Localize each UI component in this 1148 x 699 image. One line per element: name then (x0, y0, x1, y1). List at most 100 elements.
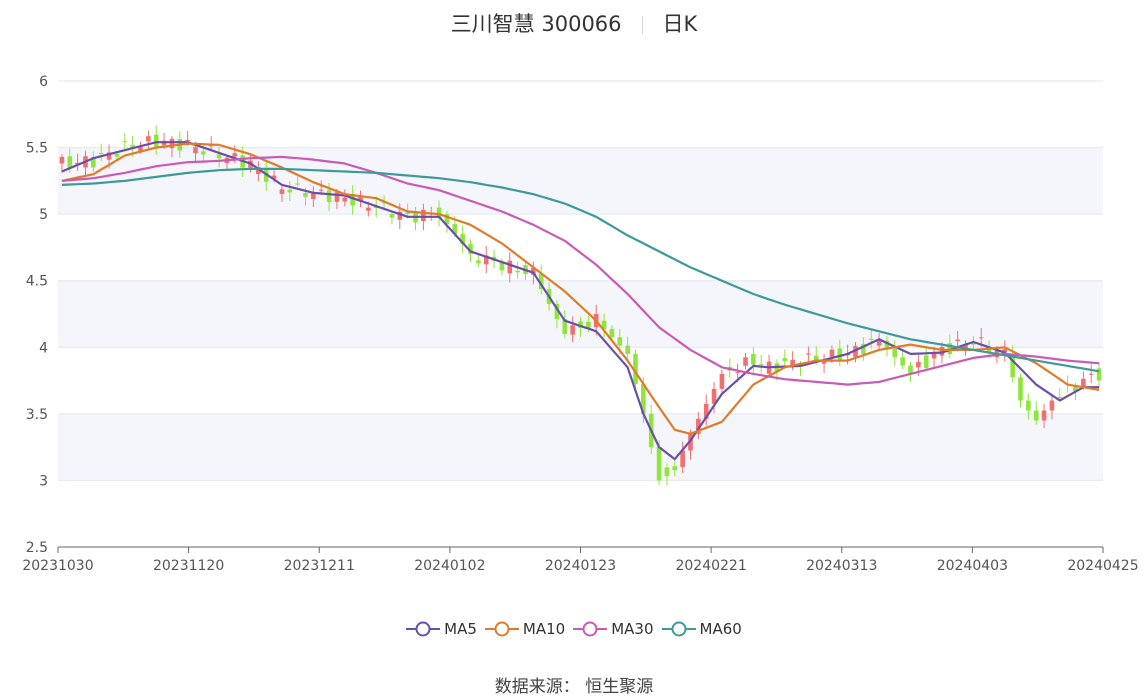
y-tick-label: 3.5 (26, 407, 48, 423)
candle-body (884, 340, 890, 349)
candle-body (1033, 410, 1039, 421)
candle-body (939, 346, 945, 356)
legend-marker-icon (661, 621, 696, 637)
y-tick-label: 4.5 (26, 274, 48, 290)
legend-item-ma60[interactable]: MA60 (661, 620, 742, 638)
candle-body (216, 154, 222, 159)
candle-body (790, 359, 795, 367)
candle-body (601, 320, 607, 329)
candle-body (947, 343, 953, 355)
grid-band (58, 280, 1103, 348)
grid-band (58, 147, 1103, 215)
candle-body (1026, 400, 1031, 411)
candle-body (1057, 396, 1063, 398)
candle-body (806, 353, 811, 355)
candle-body (507, 260, 513, 274)
series-line-ma10 (61, 142, 1100, 435)
candle-body (326, 190, 332, 203)
x-tick-label: 20240425 (1067, 558, 1138, 574)
candle-body (554, 304, 560, 319)
candle-body (900, 357, 905, 366)
candle-body (185, 139, 190, 142)
candle-body (208, 145, 214, 147)
candle-body (751, 353, 756, 365)
candle-body (813, 355, 819, 361)
candle-body (232, 153, 238, 157)
period-label: 日K (662, 12, 698, 36)
candle-body (263, 169, 269, 182)
candle-body (892, 348, 898, 358)
candle-body (955, 339, 960, 341)
candle-body (1088, 373, 1094, 375)
candle-body (295, 183, 300, 185)
candle-body (868, 338, 874, 340)
legend-item-ma10[interactable]: MA10 (484, 620, 566, 638)
candle-body (350, 194, 355, 206)
candle-body (908, 365, 913, 374)
candle-body (342, 197, 348, 202)
candle-body (452, 224, 458, 235)
source-label: 数据来源： (494, 677, 580, 697)
candle-body (978, 337, 984, 339)
data-source: 数据来源： 恒生聚源 (0, 672, 1148, 697)
series-line-ma30 (61, 155, 1100, 386)
candle-body (931, 353, 937, 359)
x-tick-label: 20231030 (22, 558, 93, 574)
candle-body (130, 144, 135, 149)
candlestick-chart: 2.5 3 3.5 4 4.5 5 5.5 6 20231030 20231120 20231211… (22, 74, 1138, 574)
candle-body (1002, 349, 1008, 353)
candle-body (75, 162, 80, 165)
candle-body (963, 344, 968, 349)
candle-body (421, 209, 426, 222)
candle-body (366, 207, 371, 211)
candle-body (1073, 386, 1078, 392)
candle-body (201, 151, 206, 155)
candle-body (91, 156, 96, 168)
legend-label: MA10 (522, 620, 566, 638)
candle-body (271, 175, 277, 179)
candle-body (633, 353, 638, 384)
candle-body (586, 321, 591, 329)
y-tick-label: 5.5 (26, 141, 48, 157)
source-value: 恒生聚源 (585, 677, 654, 697)
x-tick-label: 20240403 (937, 558, 1008, 574)
candle-body (318, 189, 324, 191)
candle-body (405, 212, 410, 214)
candle-body (169, 138, 175, 149)
candle-body (1081, 378, 1086, 387)
candle-body (829, 349, 835, 357)
candle-body (641, 383, 646, 414)
candle-body (436, 207, 442, 219)
candle-body (719, 373, 725, 389)
x-tick-label: 20231211 (284, 558, 355, 574)
candle-body (625, 345, 630, 354)
candle-body (680, 450, 685, 468)
candle-body (664, 467, 670, 477)
candle-body (67, 156, 73, 168)
candle-body (971, 343, 976, 345)
candle-body (861, 343, 866, 354)
y-tick-label: 3 (39, 473, 48, 489)
y-tick-label: 6 (39, 74, 48, 90)
candle-body (562, 318, 568, 334)
candle-body (821, 360, 827, 364)
legend-marker-icon (406, 621, 441, 637)
candle-body (735, 372, 740, 374)
candle-body (460, 234, 465, 245)
candle-body (193, 147, 198, 154)
legend-label: MA30 (611, 620, 654, 638)
legend-item-ma30[interactable]: MA30 (573, 620, 654, 638)
candle-body (1010, 353, 1015, 378)
candle-body (1049, 400, 1055, 411)
candle-body (923, 355, 929, 369)
legend-label: MA60 (699, 620, 742, 638)
legend-item-ma5[interactable]: MA5 (406, 620, 477, 638)
candle-body (98, 152, 104, 155)
candle-body (138, 147, 143, 151)
title-separator (641, 16, 643, 34)
candle-body (703, 403, 709, 419)
candle-body (711, 388, 717, 404)
x-tick-label: 20231120 (153, 558, 224, 574)
candle-body (656, 447, 662, 481)
candle-body (122, 141, 128, 143)
